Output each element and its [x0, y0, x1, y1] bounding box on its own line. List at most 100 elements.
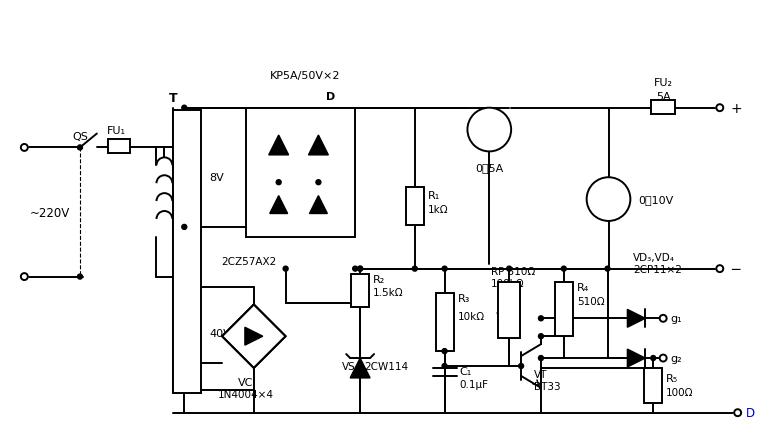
Text: g₁: g₁ — [302, 132, 314, 143]
Text: +: + — [731, 101, 742, 115]
Text: VS: VS — [343, 361, 356, 371]
Circle shape — [412, 267, 417, 271]
Circle shape — [468, 109, 511, 152]
Text: VD₂: VD₂ — [330, 200, 351, 210]
Text: V: V — [603, 192, 614, 207]
Circle shape — [21, 273, 27, 280]
Polygon shape — [627, 310, 645, 328]
Text: 1N4004×4: 1N4004×4 — [218, 389, 274, 399]
Bar — [173, 110, 201, 393]
Text: FU₁: FU₁ — [108, 125, 126, 135]
Text: 1kΩ: 1kΩ — [428, 204, 449, 215]
Text: VT: VT — [534, 369, 547, 379]
Circle shape — [182, 225, 187, 230]
Circle shape — [358, 267, 362, 271]
Text: 0～5A: 0～5A — [475, 163, 504, 173]
Bar — [498, 282, 520, 338]
Circle shape — [442, 267, 447, 271]
Text: BT33: BT33 — [534, 381, 561, 391]
Polygon shape — [310, 196, 327, 214]
Text: D: D — [326, 92, 335, 101]
Bar — [555, 282, 573, 337]
Circle shape — [605, 267, 610, 271]
Text: 510Ω: 510Ω — [577, 297, 604, 307]
Circle shape — [539, 356, 543, 361]
Text: FU₂: FU₂ — [654, 78, 673, 88]
Text: 2CZ57AX2: 2CZ57AX2 — [221, 256, 276, 266]
Text: C₁: C₁ — [459, 366, 472, 376]
Circle shape — [358, 267, 362, 271]
Circle shape — [442, 364, 447, 368]
Circle shape — [660, 355, 667, 362]
Circle shape — [716, 265, 723, 273]
Text: 10kΩ: 10kΩ — [458, 311, 485, 322]
Text: QS: QS — [72, 131, 88, 141]
Circle shape — [316, 180, 321, 185]
Polygon shape — [245, 328, 262, 345]
Polygon shape — [627, 349, 645, 367]
Circle shape — [21, 144, 27, 152]
Text: VD₁: VD₁ — [246, 200, 267, 210]
Text: A: A — [484, 123, 495, 138]
Circle shape — [660, 315, 667, 322]
Bar — [644, 368, 662, 403]
Circle shape — [716, 105, 723, 112]
Circle shape — [276, 180, 281, 185]
Text: VD₃,VD₄: VD₃,VD₄ — [633, 252, 675, 262]
Text: 100kΩ: 100kΩ — [491, 278, 525, 288]
Text: D: D — [745, 406, 755, 419]
Text: ─: ─ — [731, 262, 739, 276]
Bar — [652, 101, 675, 114]
Text: VC: VC — [238, 377, 253, 387]
Text: 5A: 5A — [656, 92, 671, 101]
Circle shape — [587, 178, 630, 222]
Circle shape — [519, 364, 523, 368]
Text: ─: ─ — [604, 210, 610, 219]
Text: 0～10V: 0～10V — [639, 195, 674, 204]
Text: T: T — [169, 92, 178, 105]
Circle shape — [562, 267, 566, 271]
Text: 8V: 8V — [209, 173, 224, 183]
Circle shape — [539, 316, 543, 321]
Polygon shape — [222, 305, 285, 368]
Text: ~220V: ~220V — [30, 206, 70, 219]
Text: R₂: R₂ — [373, 274, 385, 284]
Polygon shape — [308, 136, 328, 155]
Text: RP 510Ω: RP 510Ω — [491, 266, 536, 276]
Text: 2CW114: 2CW114 — [364, 361, 408, 371]
Text: 40V: 40V — [209, 328, 231, 338]
Circle shape — [283, 267, 288, 271]
Circle shape — [78, 146, 82, 150]
Bar — [436, 294, 453, 351]
Circle shape — [182, 106, 187, 111]
Circle shape — [539, 334, 543, 339]
Text: g₂: g₂ — [670, 353, 681, 363]
Circle shape — [734, 409, 741, 416]
Text: R₄: R₄ — [577, 282, 589, 292]
Bar — [246, 109, 355, 237]
Circle shape — [507, 267, 512, 271]
Circle shape — [651, 356, 655, 361]
Polygon shape — [270, 196, 288, 214]
Text: g₁: g₁ — [670, 314, 681, 324]
Text: g₂: g₂ — [343, 132, 353, 143]
Circle shape — [78, 274, 82, 279]
Bar — [351, 274, 369, 308]
Text: R₁: R₁ — [428, 191, 440, 201]
Circle shape — [353, 267, 358, 271]
Text: 2CP11×2: 2CP11×2 — [633, 264, 682, 274]
Text: 1.5kΩ: 1.5kΩ — [373, 288, 404, 298]
Text: KP5A/50V×2: KP5A/50V×2 — [270, 71, 341, 81]
Text: R₅: R₅ — [666, 373, 678, 383]
Polygon shape — [350, 358, 370, 378]
Text: 100Ω: 100Ω — [666, 387, 694, 397]
Polygon shape — [269, 136, 288, 155]
Text: V₂: V₂ — [292, 141, 304, 150]
Bar — [108, 140, 130, 154]
Circle shape — [442, 349, 447, 354]
Text: V₁: V₁ — [253, 141, 265, 150]
Text: ─: ─ — [484, 140, 491, 150]
Text: R₃: R₃ — [458, 294, 470, 304]
Text: 0.1μF: 0.1μF — [459, 379, 488, 389]
Bar — [406, 188, 423, 225]
